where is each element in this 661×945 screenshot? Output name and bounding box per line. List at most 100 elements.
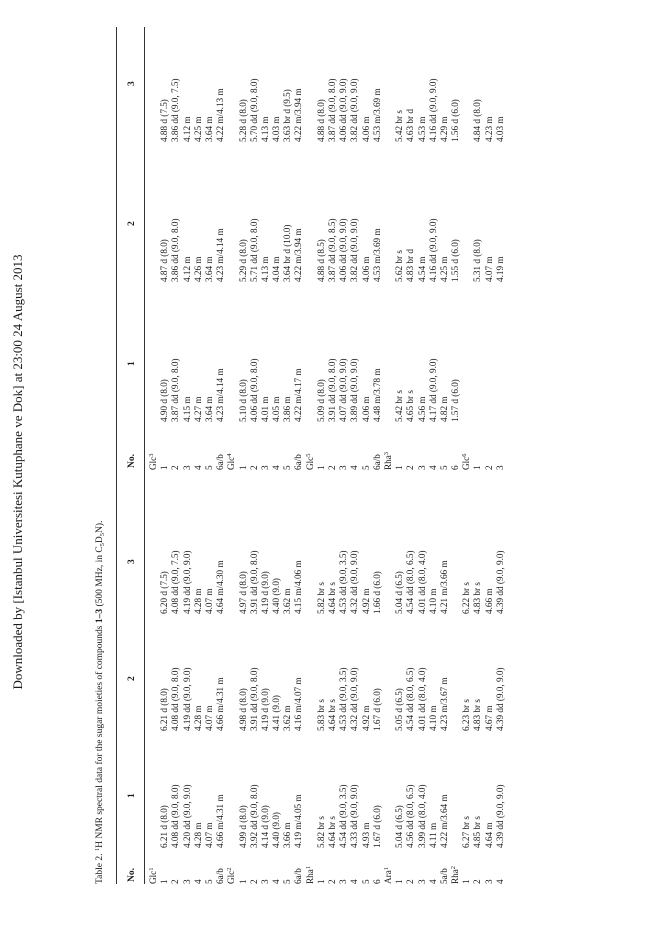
shift-cell: 4.07 m [483, 256, 494, 282]
shift-cell: 5.09 d (8.0) [315, 379, 326, 422]
shift-cell: 4.25 m [438, 256, 449, 282]
shift-cell: 5.31 d (8.0) [472, 239, 483, 282]
shift-cell: 4.56 m [416, 396, 427, 422]
shift-cell: 4.66 m [483, 588, 494, 614]
shift-cell: 4.14 d (9.0) [259, 805, 270, 848]
shift-cell: 4.65 br s [405, 390, 416, 422]
shift-cell [305, 358, 316, 422]
shift-cell [484, 358, 495, 422]
position-cell: 1 [394, 879, 405, 884]
shift-cell: 4.54 dd (8.0, 6.5) [405, 667, 416, 731]
position-cell: 4 [427, 879, 438, 884]
shift-cell: 4.19 m/4.05 m [293, 794, 304, 848]
shift-cell: 4.53 dd (9.0, 3.5) [338, 550, 349, 614]
caption-compounds: 1–3 [95, 608, 105, 624]
position-cell: 1 [315, 465, 326, 470]
sugar-label: Glc6 [461, 453, 472, 470]
shift-cell: 4.20 dd (9.0, 9.0) [181, 784, 192, 848]
caption-label: Table 2. [95, 851, 105, 884]
shift-cell: 3.89 dd (9.0, 9.0) [349, 358, 360, 422]
shift-cell: 3.86 dd (9.0, 7.5) [170, 78, 181, 142]
position-cell: 5 [203, 879, 214, 884]
shift-cell: 5.82 br s [315, 816, 326, 848]
shift-cell: 4.54 dd (9.0, 3.5) [338, 784, 349, 848]
shift-cell: 4.26 m [192, 256, 203, 282]
position-cell: 3 [416, 879, 427, 884]
shift-cell: 4.22 m/4.17 m [293, 368, 304, 422]
download-watermark: Downloaded by [Istanbul Universitesi Kut… [10, 254, 25, 690]
shift-cell: 4.53 m [416, 116, 427, 142]
shift-cell [305, 784, 316, 848]
shift-cell [305, 550, 316, 614]
position-cell: 6a/b [215, 454, 226, 470]
shift-cell [495, 358, 506, 422]
shift-cell: 4.90 d (8.0) [159, 379, 170, 422]
left-compound-1-column: 6.21 d (8.0) 4.08 dd (9.0, 8.0) 4.20 dd (9… [148, 784, 506, 848]
shift-cell: 4.22 m/3.94 m [293, 88, 304, 142]
right-position-column: Glc3 1 2 3 4 5 6a/b Glc4 1 2 3 4 5 6a/b Glc5 1 2 3 4 5 6a/b R… [148, 452, 506, 470]
shift-cell: 4.22 m/3.94 m [293, 228, 304, 282]
shift-cell: 5.82 br s [315, 582, 326, 614]
shift-cell [383, 358, 394, 422]
shift-cell: 4.23 m/4.14 m [215, 368, 226, 422]
shift-cell: 4.39 dd (9.0, 9.0) [494, 550, 505, 614]
shift-cell: 4.29 m [438, 116, 449, 142]
caption-conditions: (500 MHz, in C [95, 546, 105, 609]
position-cell: 2 [472, 879, 483, 884]
header-compound-3-right: 3 [127, 81, 137, 86]
shift-cell [472, 358, 483, 422]
shift-cell: 4.48 m/3.78 m [371, 368, 382, 422]
position-cell: 4 [349, 879, 360, 884]
shift-cell: 5.42 br s [394, 390, 405, 422]
shift-cell: 3.92 dd (9.0, 8.0) [248, 784, 259, 848]
shift-cell: 4.66 m/4.31 m [215, 794, 226, 848]
sugar-label: Rha2 [450, 865, 461, 884]
shift-cell: 3.82 dd (9.0, 9.0) [349, 218, 360, 282]
header-compound-2-left: 2 [127, 676, 137, 681]
shift-cell: 4.19 dd (9.0, 9.0) [181, 667, 192, 731]
shift-cell: 6.21 d (8.0) [159, 688, 170, 731]
shift-cell [383, 667, 394, 731]
shift-cell: 4.06 m [360, 396, 371, 422]
shift-cell: 4.12 m [181, 256, 192, 282]
shift-cell: 4.39 dd (9.0, 9.0) [494, 784, 505, 848]
shift-cell [148, 358, 159, 422]
position-cell: 3 [259, 879, 270, 884]
shift-cell: 4.15 m/4.06 m [293, 560, 304, 614]
shift-cell: 5.10 d (8.0) [237, 379, 248, 422]
position-cell: 6a/b [293, 868, 304, 884]
position-cell: 4 [192, 465, 203, 470]
position-cell: 6a/b [215, 868, 226, 884]
position-cell: 4 [494, 879, 505, 884]
position-cell: 1 [472, 465, 483, 470]
position-cell: 4 [427, 465, 438, 470]
shift-cell: 4.63 br d [405, 109, 416, 142]
shift-cell: 4.54 m [416, 256, 427, 282]
position-cell: 6 [371, 879, 382, 884]
shift-cell: 3.87 dd (9.0, 8.0) [327, 78, 337, 142]
header-no-right: No. [127, 454, 137, 468]
shift-cell [305, 218, 316, 282]
position-cell: 1 [237, 879, 248, 884]
shift-cell: 4.19 d (9.0) [259, 688, 270, 731]
shift-cell [148, 218, 159, 282]
shift-cell: 5.70 dd (9.0, 8.0) [248, 78, 259, 142]
position-cell: 4 [271, 879, 282, 884]
shift-cell: 4.28 m [192, 822, 203, 848]
shift-cell [450, 667, 461, 731]
shift-cell: 3.87 dd (9.0, 8.0) [170, 358, 181, 422]
shift-cell: 5.04 d (6.5) [394, 805, 405, 848]
position-cell: 4 [192, 879, 203, 884]
position-cell: 2 [327, 465, 337, 470]
shift-cell: 4.93 m [360, 822, 371, 848]
shift-cell [383, 784, 394, 848]
shift-cell: 4.32 dd (9.0, 9.0) [349, 550, 360, 614]
shift-cell: 4.06 dd (9.0, 8.0) [248, 358, 259, 422]
shift-cell: 3.99 dd (8.0, 4.0) [416, 784, 427, 848]
shift-cell: 4.32 dd (9.0, 9.0) [349, 667, 360, 731]
sugar-label: Ara1 [382, 866, 393, 884]
shift-cell: 4.19 m [494, 256, 505, 282]
shift-cell: 4.54 dd (8.0, 6.5) [405, 550, 416, 614]
shift-cell: 4.06 dd (9.0, 9.0) [338, 78, 349, 142]
shift-cell: 3.66 m [282, 822, 293, 848]
